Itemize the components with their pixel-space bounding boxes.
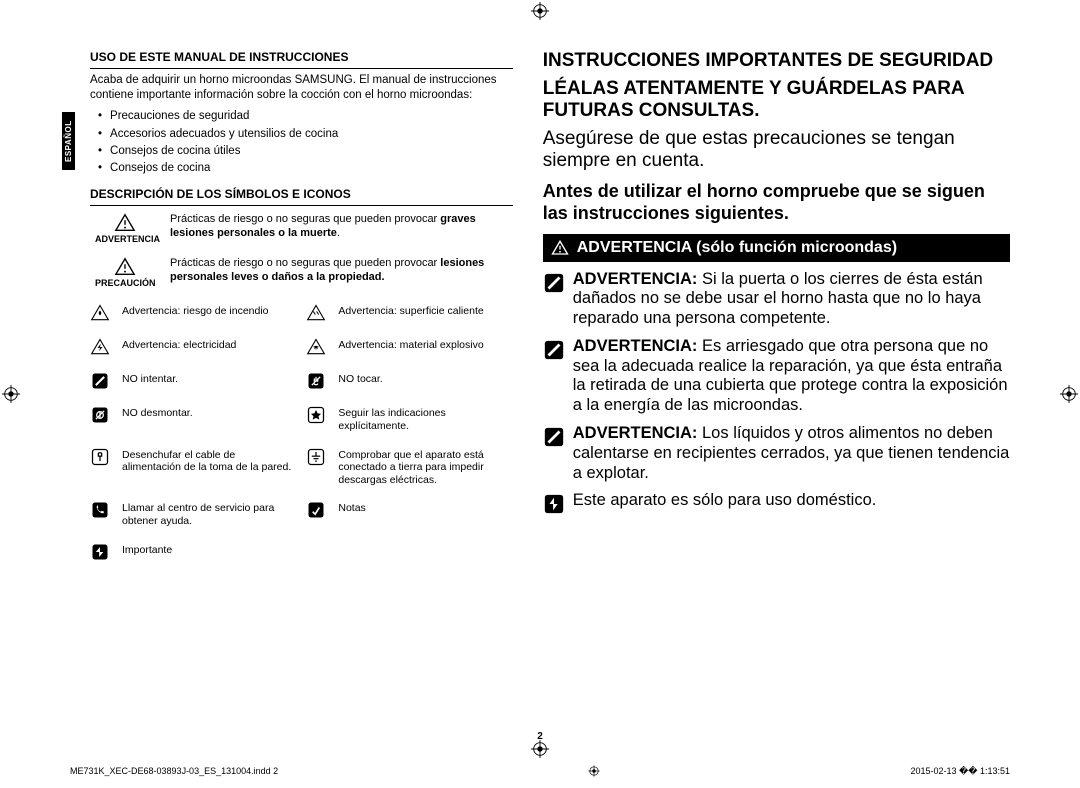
warning-item: ADVERTENCIA: Si la puerta o los cierres … — [543, 270, 1010, 329]
no-touch-icon — [306, 371, 326, 391]
intro-text: Acaba de adquirir un horno microondas SA… — [90, 73, 513, 103]
explosive-warning-icon — [306, 337, 326, 357]
left-column: USO DE ESTE MANUAL DE INSTRUCCIONES Acab… — [90, 50, 513, 680]
heading-manual-use: USO DE ESTE MANUAL DE INSTRUCCIONES — [90, 50, 513, 69]
important-icon — [90, 542, 110, 562]
page-content: USO DE ESTE MANUAL DE INSTRUCCIONES Acab… — [0, 0, 1080, 720]
warning-item: ADVERTENCIA: Es arriesgado que otra pers… — [543, 337, 1010, 416]
icon-legend-text: Seguir las indicaciones explícitamente. — [338, 405, 512, 432]
registration-mark-bottom — [531, 740, 549, 758]
page-number: 2 — [0, 731, 1080, 742]
important-icon — [543, 493, 565, 515]
heading-symbols: DESCRIPCIÓN DE LOS SÍMBOLOS E ICONOS — [90, 187, 513, 206]
warning-item: ADVERTENCIA: Los líquidos y otros alimen… — [543, 424, 1010, 483]
bullet-item: Accesorios adecuados y utensilios de coc… — [112, 126, 513, 143]
symbol-def-label: ADVERTENCIA — [95, 234, 155, 246]
right-column: INSTRUCCIONES IMPORTANTES DE SEGURIDAD L… — [543, 50, 1010, 680]
icon-legend-text: Advertencia: superficie caliente — [338, 303, 512, 318]
warning-bar-label: ADVERTENCIA (sólo función microondas) — [577, 238, 897, 257]
registration-mark-right — [1060, 385, 1078, 403]
no-attempt-icon — [543, 339, 565, 361]
follow-instructions-icon — [306, 405, 326, 425]
heading-important-safety: INSTRUCCIONES IMPORTANTES DE SEGURIDAD — [543, 50, 1010, 72]
symbol-def-label: PRECAUCIÓN — [95, 278, 155, 290]
warning-item-body: Este aparato es sólo para uso doméstico. — [573, 491, 1010, 515]
footer-regmark — [587, 764, 601, 778]
icon-legend-text: Advertencia: riesgo de incendio — [122, 303, 296, 318]
footer-timestamp: 2015-02-13 �� 1:13:51 — [910, 766, 1010, 777]
icon-legend-text: Advertencia: material explosivo — [338, 337, 512, 352]
icon-legend-text: Importante — [122, 542, 296, 557]
symbol-def-text: Prácticas de riesgo o no seguras que pue… — [170, 212, 513, 241]
fire-warning-icon — [90, 303, 110, 323]
heading-read-carefully: LÉALAS ATENTAMENTE Y GUÁRDELAS PARA FUTU… — [543, 78, 1010, 122]
icon-legend-text: NO intentar. — [122, 371, 296, 386]
warning-bar: ADVERTENCIA (sólo función microondas) — [543, 234, 1010, 261]
no-attempt-icon — [543, 272, 565, 294]
icon-legend-text: Llamar al centro de servicio para obtene… — [122, 500, 296, 527]
electricity-warning-icon — [90, 337, 110, 357]
ground-icon — [306, 447, 326, 467]
no-attempt-icon — [543, 426, 565, 448]
note-icon — [306, 500, 326, 520]
icon-legend-text: NO desmontar. — [122, 405, 296, 420]
warning-triangle-icon — [114, 212, 136, 234]
icon-legend-text: NO tocar. — [338, 371, 512, 386]
registration-mark-left — [2, 385, 20, 403]
bullet-item: Precauciones de seguridad — [112, 108, 513, 125]
call-service-icon — [90, 500, 110, 520]
language-tab: ESPAÑOL — [62, 112, 75, 170]
hot-surface-icon — [306, 303, 326, 323]
no-attempt-icon — [90, 371, 110, 391]
icon-legend-text: Comprobar que el aparato está conectado … — [338, 447, 512, 487]
registration-mark-top — [531, 2, 549, 20]
print-footer: ME731K_XEC-DE68-03893J-03_ES_131004.indd… — [70, 764, 1010, 778]
no-disassemble-icon — [90, 405, 110, 425]
warning-item: Este aparato es sólo para uso doméstico. — [543, 491, 1010, 515]
warning-item-body: ADVERTENCIA: Los líquidos y otros alimen… — [573, 424, 1010, 483]
symbol-def-text: Prácticas de riesgo o no seguras que pue… — [170, 256, 513, 285]
warning-item-body: ADVERTENCIA: Si la puerta o los cierres … — [573, 270, 1010, 329]
symbol-def-precaucion: PRECAUCIÓN Prácticas de riesgo o no segu… — [90, 256, 513, 290]
bullet-item: Consejos de cocina — [112, 160, 513, 177]
bullet-list: Precauciones de seguridad Accesorios ade… — [90, 108, 513, 177]
bullet-item: Consejos de cocina útiles — [112, 143, 513, 160]
warning-item-body: ADVERTENCIA: Es arriesgado que otra pers… — [573, 337, 1010, 416]
icon-legend-text: Notas — [338, 500, 512, 515]
symbol-definitions: ADVERTENCIA Prácticas de riesgo o no seg… — [90, 212, 513, 289]
symbol-def-advertencia: ADVERTENCIA Prácticas de riesgo o no seg… — [90, 212, 513, 246]
warning-triangle-icon — [551, 239, 569, 257]
caution-triangle-icon — [114, 256, 136, 278]
bold-lead-text: Antes de utilizar el horno compruebe que… — [543, 181, 1010, 224]
lead-text: Asegúrese de que estas precauciones se t… — [543, 128, 1010, 174]
footer-filename: ME731K_XEC-DE68-03893J-03_ES_131004.indd… — [70, 766, 278, 776]
icon-legend-text: Desenchufar el cable de alimentación de … — [122, 447, 296, 474]
unplug-icon — [90, 447, 110, 467]
icon-legend-grid: Advertencia: riesgo de incendio Adverten… — [90, 303, 513, 561]
icon-legend-text: Advertencia: electricidad — [122, 337, 296, 352]
